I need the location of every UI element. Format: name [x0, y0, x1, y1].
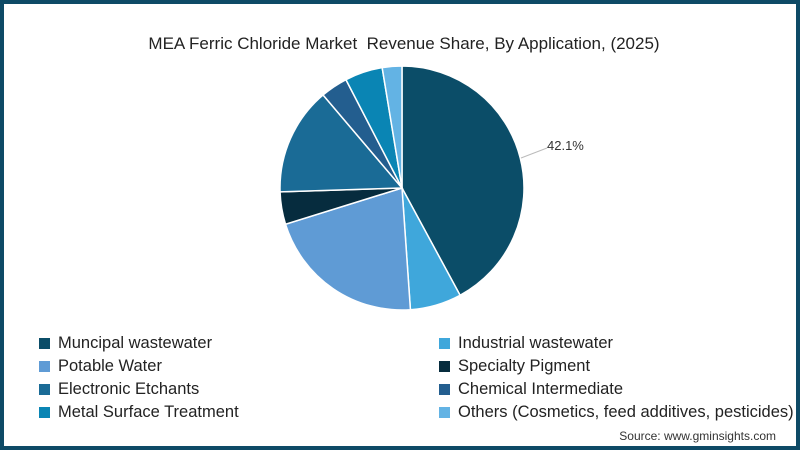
legend-swatch-icon: [39, 338, 50, 349]
legend-item: Electronic Etchants: [39, 380, 199, 399]
legend-item: Industrial wastewater: [439, 334, 613, 353]
pie-slice-potable-water: [284, 187, 412, 311]
callout-leader-line: [520, 147, 548, 159]
legend-item: Specialty Pigment: [439, 357, 590, 376]
legend-swatch-icon: [439, 361, 450, 372]
legend-label: Metal Surface Treatment: [58, 403, 239, 421]
legend-label: Potable Water: [58, 357, 162, 375]
legend-swatch-icon: [439, 338, 450, 349]
pie-slice-electronic-etchants: [279, 93, 404, 193]
data-label-municipal: 42.1%: [547, 138, 584, 153]
legend-label: Others (Cosmetics, feed additives, pesti…: [458, 403, 794, 421]
legend-label: Industrial wastewater: [458, 334, 613, 352]
pie-slice-others-cosmetics-feed-additives-pesticides: [381, 65, 403, 189]
legend-label: Specialty Pigment: [458, 357, 591, 375]
legend-item: Others (Cosmetics, feed additives, pesti…: [439, 403, 794, 422]
legend-label: Chemical Intermediate: [458, 380, 624, 398]
legend-swatch-icon: [39, 407, 50, 418]
legend-swatch-icon: [439, 407, 450, 418]
legend-swatch-icon: [39, 384, 50, 395]
pie-chart: [279, 65, 525, 311]
legend-item: Muncipal wastewater: [39, 334, 212, 353]
legend-swatch-icon: [39, 361, 50, 372]
legend-label: Muncipal wastewater: [58, 334, 213, 352]
chart-title: MEA Ferric Chloride Market Revenue Share…: [148, 34, 660, 53]
source-text: Source: www.gminsights.com: [619, 429, 776, 443]
legend-item: Metal Surface Treatment: [39, 403, 239, 422]
pie-slice-muncipal-wastewater: [401, 65, 525, 297]
legend-swatch-icon: [439, 384, 450, 395]
legend-item: Chemical Intermediate: [439, 380, 623, 399]
legend-item: Potable Water: [39, 357, 162, 376]
legend-label: Electronic Etchants: [58, 380, 200, 398]
